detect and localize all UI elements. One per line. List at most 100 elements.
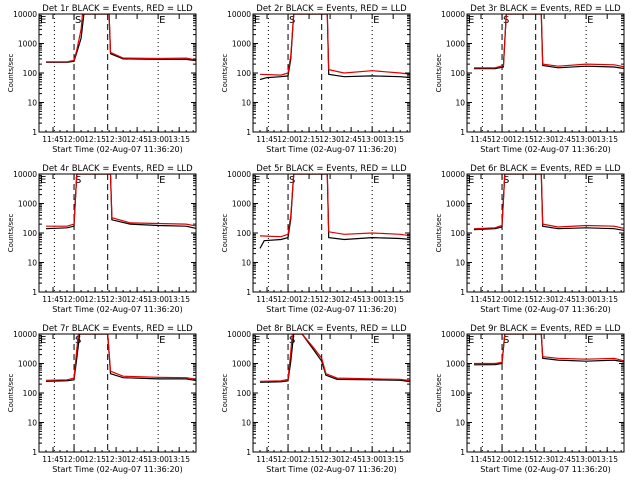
x-tick-label: 12:15 [298,135,320,144]
x-tick-label: 13:00 [575,295,597,304]
plot-frame [466,13,625,133]
marker-label: E [468,175,474,186]
x-tick-label: 13:15 [382,455,404,464]
marker-label: E [254,335,260,346]
x-tick-label: 12:00 [63,135,85,144]
y-axis-label: Counts/sec [7,374,15,413]
chart-title: Det 4r BLACK = Events, RED = LLD [42,164,193,174]
marker-label: E [373,175,379,186]
x-tick-label: 12:30 [533,135,555,144]
x-tick-label: 11:45 [256,135,278,144]
y-tick-label: 1 [32,288,37,297]
x-tick-label: 12:15 [512,295,534,304]
x-tick-label: 12:00 [491,135,513,144]
x-axis-label: Start Time (02-Aug-07 11:36:20) [266,305,397,314]
series-lld-line [46,174,196,227]
y-tick-label: 1 [246,288,251,297]
y-tick-label: 1 [32,448,37,457]
series-events-line [474,14,624,70]
series-lld-line [259,174,410,238]
chart-title: Det 3r BLACK = Events, RED = LLD [470,4,621,14]
y-tick-label: 1000 [18,200,37,209]
series-events-line [259,334,410,383]
x-tick-label: 12:45 [340,135,362,144]
y-tick-label: 10000 [441,10,465,19]
x-tick-label: 13:15 [168,295,190,304]
x-tick-label: 12:15 [84,295,106,304]
marker-label: S [75,175,81,186]
x-tick-label: 12:15 [512,455,534,464]
y-tick-label: 1 [460,288,465,297]
y-tick-label: 1 [460,448,465,457]
y-tick-label: 10 [27,259,37,268]
plot-frame [38,13,197,133]
plot-frame [252,13,411,133]
y-axis-label: Counts/sec [7,214,15,253]
marker-label: E [587,335,593,346]
x-tick-label: 13:15 [596,295,618,304]
y-tick-label: 10000 [13,170,37,179]
x-tick-label: 12:15 [298,455,320,464]
chart-title: Det 5r BLACK = Events, RED = LLD [256,164,407,174]
marker-label: E [373,335,379,346]
x-tick-label: 13:15 [596,455,618,464]
x-axis-label: Start Time (02-Aug-07 11:36:20) [266,145,397,154]
x-tick-label: 12:30 [105,455,127,464]
y-tick-label: 10000 [227,170,251,179]
marker-label: E [254,15,260,26]
x-tick-label: 12:00 [491,455,513,464]
y-tick-label: 10 [27,419,37,428]
x-tick-label: 12:45 [554,295,576,304]
marker-label: E [159,175,165,186]
x-tick-label: 11:45 [256,295,278,304]
y-axis-label: Counts/sec [221,374,229,413]
marker-label: E [40,335,46,346]
y-axis-label: Counts/sec [221,214,229,253]
y-tick-label: 1000 [232,40,251,49]
x-tick-label: 11:45 [256,455,278,464]
x-tick-label: 13:00 [361,135,383,144]
y-tick-label: 10 [455,99,465,108]
x-tick-label: 12:30 [533,295,555,304]
y-axis-label: Counts/sec [435,374,443,413]
x-tick-label: 13:00 [147,295,169,304]
marker-label: E [254,175,260,186]
marker-label: E [468,15,474,26]
y-tick-label: 1000 [18,360,37,369]
y-tick-label: 1 [32,128,37,137]
x-tick-label: 12:45 [126,295,148,304]
series-events-line [259,174,410,249]
x-tick-label: 12:15 [512,135,534,144]
x-axis-label: Start Time (02-Aug-07 11:36:20) [266,465,397,474]
marker-label: S [75,15,81,26]
series-lld-line [474,334,624,365]
x-tick-label: 12:45 [126,135,148,144]
x-axis-label: Start Time (02-Aug-07 11:36:20) [52,465,183,474]
series-lld-line [259,14,410,76]
x-tick-label: 13:15 [382,295,404,304]
marker-label: E [159,15,165,26]
x-tick-label: 12:00 [63,455,85,464]
y-tick-label: 1000 [232,200,251,209]
y-tick-label: 1 [460,128,465,137]
x-tick-label: 12:30 [319,455,341,464]
series-lld-line [259,334,410,382]
x-axis-label: Start Time (02-Aug-07 11:36:20) [52,305,183,314]
x-axis-label: Start Time (02-Aug-07 11:36:20) [480,305,611,314]
series-events-line [473,334,624,366]
x-tick-label: 12:30 [533,455,555,464]
y-tick-label: 10 [241,419,251,428]
y-tick-label: 100 [237,69,252,78]
series-lld-line [45,334,196,381]
y-tick-label: 10 [455,259,465,268]
y-tick-label: 1000 [18,40,37,49]
y-tick-label: 1000 [446,360,465,369]
marker-label: S [289,175,295,186]
marker-label: E [468,335,474,346]
y-tick-label: 1 [246,128,251,137]
y-tick-label: 100 [451,229,466,238]
